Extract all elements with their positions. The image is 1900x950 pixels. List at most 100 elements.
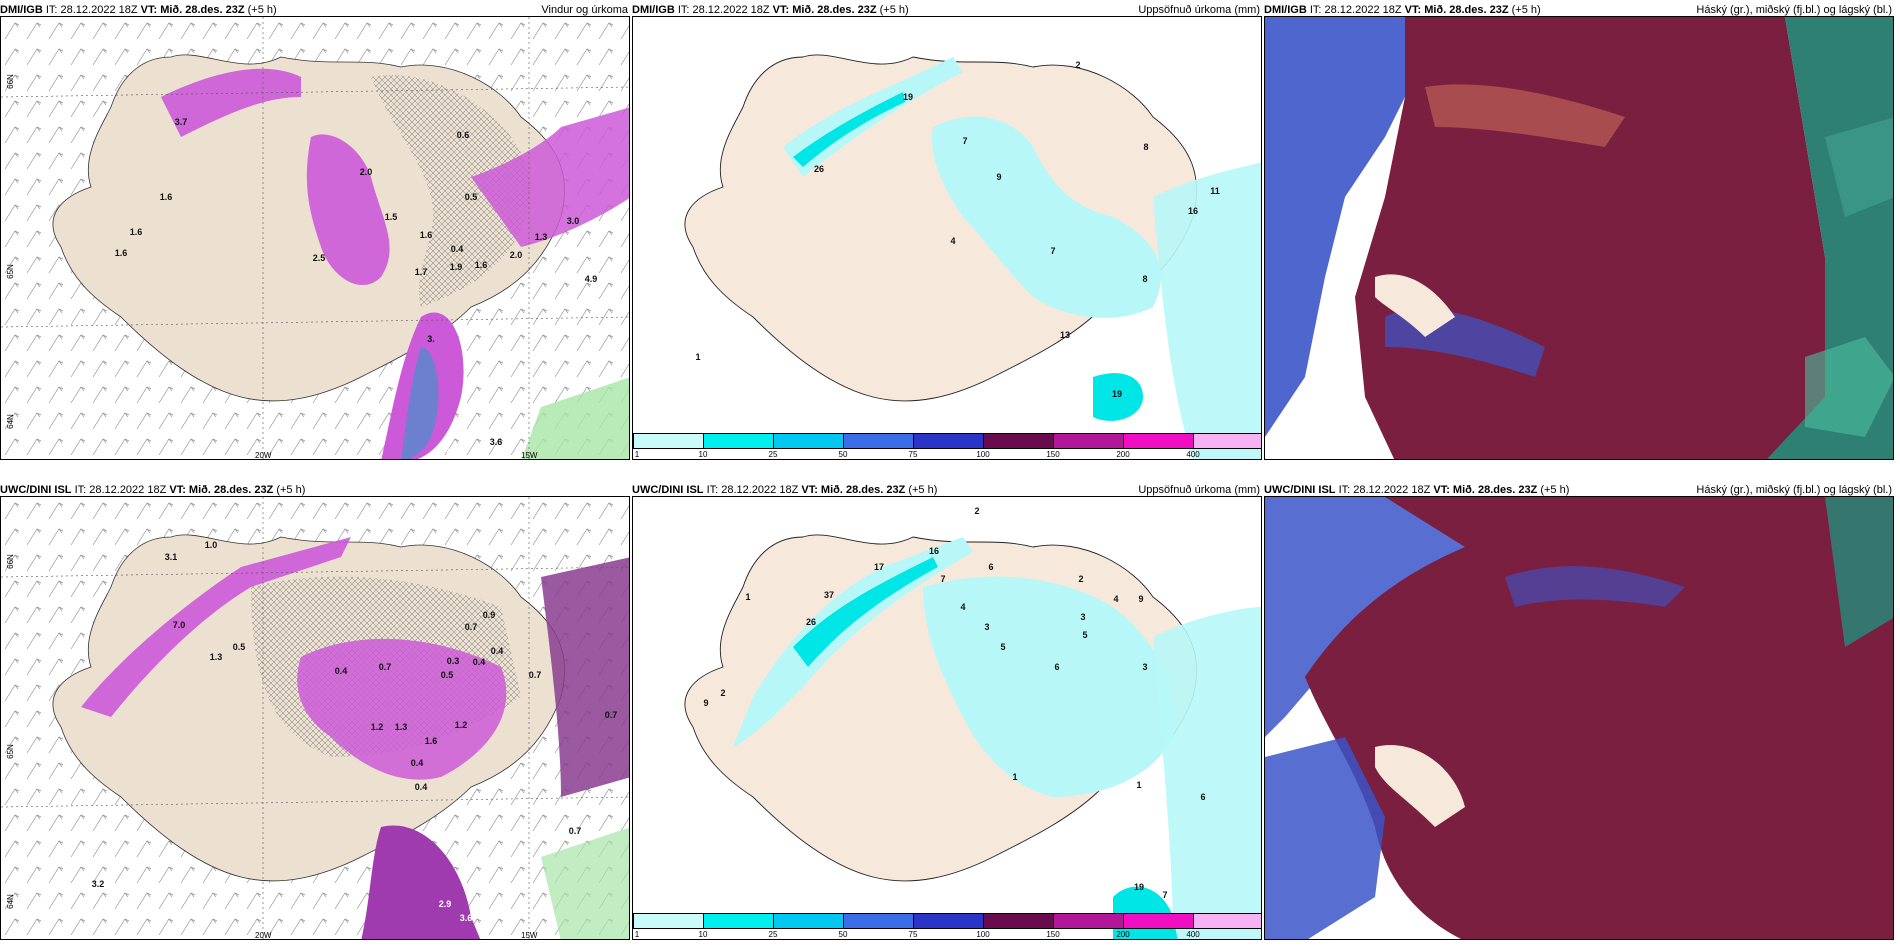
precip-value: 8 bbox=[1142, 274, 1148, 284]
valid-time: VT: Mið. 28.des. 23Z bbox=[772, 4, 877, 16]
wind-value: 0.4 bbox=[490, 646, 504, 656]
colorbar-cell bbox=[1123, 433, 1194, 449]
wind-value: 0.5 bbox=[232, 642, 246, 652]
colorbar-tick-label: 75 bbox=[908, 450, 918, 459]
precip-value: 9 bbox=[996, 172, 1002, 182]
wind-value: 0.4 bbox=[334, 666, 348, 676]
wind-value: 3.7 bbox=[174, 117, 188, 127]
colorbar-tick-label: 400 bbox=[1186, 450, 1200, 459]
lat-label: 64N bbox=[5, 414, 15, 429]
panel-title: Uppsöfnuð úrkoma (mm) bbox=[1138, 4, 1260, 16]
precip-value: 1 bbox=[1136, 780, 1142, 790]
wind-value: 1.9 bbox=[449, 262, 463, 272]
precip-value: 9 bbox=[703, 698, 709, 708]
wind-value: 3.6 bbox=[489, 437, 503, 447]
colorbar-tick-label: 200 bbox=[1116, 930, 1130, 939]
precip-value: 7 bbox=[962, 136, 968, 146]
model-name: UWC/DINI ISL bbox=[1264, 484, 1336, 496]
wind-value: 0.7 bbox=[604, 710, 618, 720]
lon-label: 15W bbox=[521, 451, 538, 460]
panel-uwc-wind-precip: UWC/DINI ISL IT: 28.12.2022 18Z VT: Mið.… bbox=[0, 480, 630, 940]
panel-title: Háský (gr.), miðský (fj.bl.) og lágský (… bbox=[1696, 4, 1892, 16]
panel-dmi-clouds: DMI/IGB IT: 28.12.2022 18Z VT: Mið. 28.d… bbox=[1264, 0, 1894, 460]
colorbar-tick-label: 100 bbox=[976, 930, 990, 939]
precip-value: 7 bbox=[940, 574, 946, 584]
colorbar-tick-label: 200 bbox=[1116, 450, 1130, 459]
panel-uwc-clouds: UWC/DINI ISL IT: 28.12.2022 18Z VT: Mið.… bbox=[1264, 480, 1894, 940]
init-time: IT: 28.12.2022 18Z bbox=[1338, 484, 1431, 496]
wind-value: 8.0 bbox=[444, 444, 458, 454]
wind-value: 2.0 bbox=[509, 250, 523, 260]
init-time: IT: 28.12.2022 18Z bbox=[1309, 4, 1402, 16]
panel-header: UWC/DINI ISL IT: 28.12.2022 18Z VT: Mið.… bbox=[632, 480, 1262, 500]
colorbar-cell bbox=[633, 913, 704, 929]
wind-value: 1.7 bbox=[414, 267, 428, 277]
precip-value: 5 bbox=[1000, 642, 1006, 652]
init-time: IT: 28.12.2022 18Z bbox=[74, 484, 167, 496]
wind-value: 2.0 bbox=[359, 167, 373, 177]
colorbar-tick-label: 75 bbox=[908, 930, 918, 939]
panel-header: UWC/DINI ISL IT: 28.12.2022 18Z VT: Mið.… bbox=[1264, 480, 1894, 500]
wind-value: 2.5 bbox=[312, 253, 326, 263]
colorbar-cell bbox=[1193, 913, 1261, 929]
colorbar-tick-label: 150 bbox=[1046, 930, 1060, 939]
valid-time: VT: Mið. 28.des. 23Z bbox=[1433, 484, 1538, 496]
valid-time: VT: Mið. 28.des. 23Z bbox=[801, 484, 906, 496]
wind-value: 0.5 bbox=[464, 192, 478, 202]
model-name: DMI/IGB bbox=[0, 4, 43, 16]
colorbar: 1 10 25 50 75 100 150 200 400 bbox=[633, 913, 1261, 939]
wind-value: 0.6 bbox=[456, 130, 470, 140]
wind-value: 0.4 bbox=[450, 244, 464, 254]
map-clouds bbox=[1264, 496, 1894, 940]
wind-value: 7.0 bbox=[172, 620, 186, 630]
wind-value: 1.5 bbox=[384, 212, 398, 222]
lat-label: 65N bbox=[5, 264, 15, 279]
panel-title: Uppsöfnuð úrkoma (mm) bbox=[1138, 484, 1260, 496]
precip-value: 2 bbox=[720, 688, 726, 698]
map-graphic bbox=[684, 54, 1261, 459]
precip-value: 4 bbox=[950, 236, 956, 246]
panel-header: DMI/IGB IT: 28.12.2022 18Z VT: Mið. 28.d… bbox=[1264, 0, 1894, 20]
precip-value: 19 bbox=[1111, 389, 1123, 399]
wind-value: 0.7 bbox=[464, 622, 478, 632]
wind-value: 0.4 bbox=[472, 657, 486, 667]
precip-value: 19 bbox=[902, 92, 914, 102]
model-name: UWC/DINI ISL bbox=[0, 484, 72, 496]
map-graphic bbox=[1265, 17, 1893, 459]
wind-value: 3. bbox=[427, 334, 435, 344]
colorbar-cell bbox=[773, 913, 844, 929]
lead-time: (+5 h) bbox=[908, 484, 938, 496]
wind-value: 2.9 bbox=[438, 899, 452, 909]
colorbar-cell bbox=[1123, 913, 1194, 929]
precip-value: 5 bbox=[1082, 630, 1088, 640]
map-graphic bbox=[684, 534, 1261, 939]
init-time: IT: 28.12.2022 18Z bbox=[45, 4, 138, 16]
precip-value: 7 bbox=[1162, 890, 1168, 900]
map-accum-precip: 1 10 25 50 75 100 150 200 400 2 16 17 37 26 1 9 … bbox=[632, 496, 1262, 940]
map-wind-precip: 66N 65N 64N 20W 15W 1.6 3.7 2.0 1.5 1.9 … bbox=[0, 16, 630, 460]
colorbar-cell bbox=[1053, 433, 1124, 449]
colorbar-cell bbox=[633, 433, 704, 449]
colorbar-cell bbox=[983, 913, 1054, 929]
panel-title: Vindur og úrkoma bbox=[541, 4, 628, 16]
precip-value: 6 bbox=[1200, 792, 1206, 802]
wind-value: 0.7 bbox=[378, 662, 392, 672]
lead-time: (+5 h) bbox=[276, 484, 306, 496]
wind-value: 1.6 bbox=[129, 227, 143, 237]
wind-value: 1.3 bbox=[534, 232, 548, 242]
panel-title: Háský (gr.), miðský (fj.bl.) og lágský (… bbox=[1696, 484, 1892, 496]
precip-value: 16 bbox=[1187, 206, 1199, 216]
wind-value: 3.1 bbox=[164, 552, 178, 562]
lead-time: (+5 h) bbox=[879, 4, 909, 16]
precip-value: 8 bbox=[1143, 142, 1149, 152]
wind-value: 1.6 bbox=[114, 248, 128, 258]
panel-header: DMI/IGB IT: 28.12.2022 18Z VT: Mið. 28.d… bbox=[632, 0, 1262, 20]
wind-value: 0.7 bbox=[568, 826, 582, 836]
wind-value: 1.6 bbox=[474, 260, 488, 270]
colorbar-cell bbox=[843, 433, 914, 449]
precip-value: 4 bbox=[1113, 594, 1119, 604]
wind-value: 1.6 bbox=[159, 192, 173, 202]
colorbar-tick-label: 100 bbox=[976, 450, 990, 459]
wind-value: 1.2 bbox=[370, 722, 384, 732]
panel-uwc-accum-precip: UWC/DINI ISL IT: 28.12.2022 18Z VT: Mið.… bbox=[632, 480, 1262, 940]
